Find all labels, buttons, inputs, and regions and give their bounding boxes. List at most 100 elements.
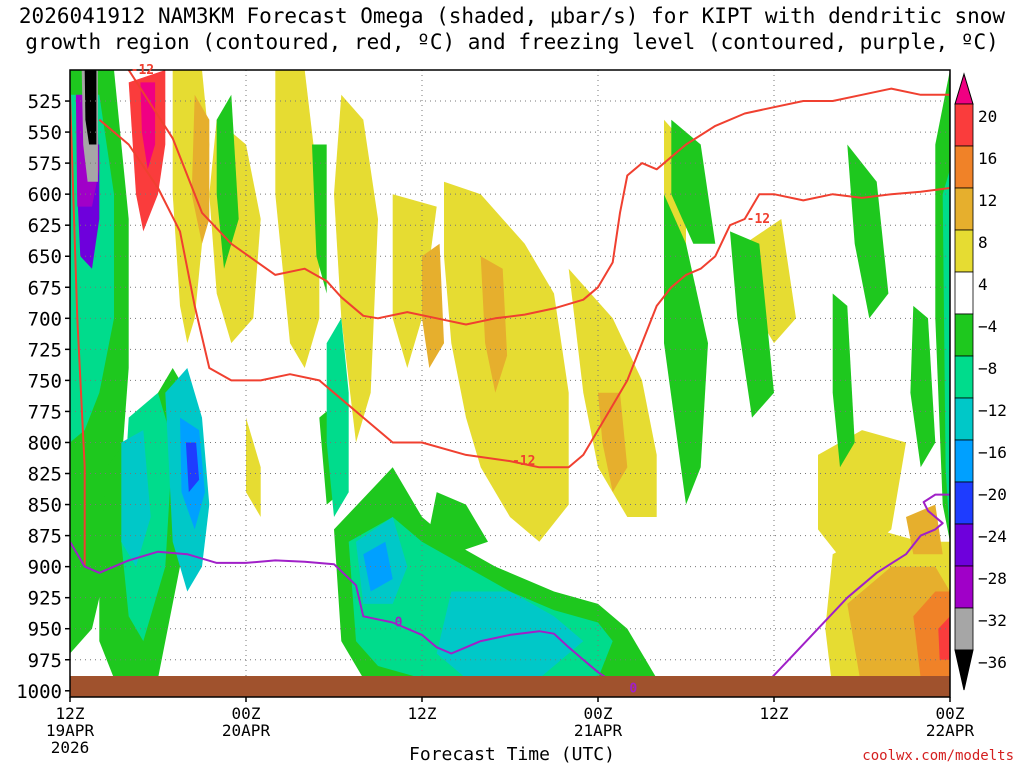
dgz-temp-contour-1: [98, 118, 950, 469]
colorbar-segment-5: [954, 271, 974, 315]
y-tick-label-525: 525: [28, 91, 62, 113]
omega-region-0to4-2: [275, 70, 320, 368]
omega-region--4to-8-8: [671, 119, 716, 244]
colorbar-label-6: −8: [978, 359, 997, 378]
freezing-level-contour-1: [758, 493, 950, 692]
x-tick-label-0-2: 2026: [51, 738, 90, 757]
colorbar-segment-10: [954, 481, 974, 525]
dgz-temp-contour-0: [127, 70, 950, 326]
omega-region-12to16-1: [938, 616, 950, 660]
chart-subtitle: growth region (contoured, red, ºC) and f…: [25, 30, 999, 54]
omega-region-lt-36-0: [84, 70, 97, 145]
colorbar-segment-6: [954, 313, 974, 357]
x-tick-label-0-0: 12Z: [56, 704, 85, 723]
x-tick-label-36-0: 00Z: [584, 704, 613, 723]
chart-title: 2026041912 NAM3KM Forecast Omega (shaded…: [18, 4, 1006, 28]
colorbar-segment-1: [954, 103, 974, 147]
omega-region--8to-12-2: [326, 318, 349, 517]
colorbar-segment-13: [954, 607, 974, 651]
omega-region-0to4-11: [246, 417, 261, 517]
y-tick-label-625: 625: [28, 215, 62, 237]
colorbar: 20 16 12 8 4 −4 −8 −12 −16 −20 −24 −28 −32 −36: [954, 72, 1007, 691]
colorbar-label-3: 8: [978, 233, 988, 252]
colorbar-label-5: −4: [978, 317, 997, 336]
y-tick-label-950: 950: [28, 619, 62, 641]
omega-region--4to-8-6: [429, 492, 488, 555]
colorbar-segment-7: [954, 355, 974, 399]
colorbar-arrow-top: [954, 72, 974, 105]
y-axis: 525 550 575 600 625 650 675 700 725 750 775 800 825 8…: [16, 91, 70, 703]
credit-text: coolwx.com/modelts: [862, 748, 1014, 764]
colorbar-label-11: −28: [978, 569, 1007, 588]
contour-label-red-b: -12: [512, 454, 535, 469]
colorbar-label-2: 12: [978, 191, 997, 210]
y-tick-label-1000: 1000: [16, 681, 62, 703]
contour-label-red-c: -12: [747, 212, 770, 227]
colorbar-segment-12: [954, 565, 974, 609]
y-tick-label-850: 850: [28, 495, 62, 517]
x-tick-label-12-1: 20APR: [222, 721, 271, 740]
contour-labels: -12 -12 -12 0 0: [131, 63, 770, 696]
omega-region--8to-12-4: [942, 169, 950, 542]
y-tick-label-975: 975: [28, 650, 62, 672]
colorbar-label-7: −12: [978, 401, 1007, 420]
omega-region--4to-8-2: [216, 94, 239, 269]
y-tick-label-700: 700: [28, 308, 62, 330]
y-tick-label-650: 650: [28, 246, 62, 268]
omega-region--4to-8-7: [664, 194, 708, 505]
contour-label-purple-a: 0: [395, 616, 403, 631]
y-tick-label-725: 725: [28, 339, 62, 361]
omega-region--4to-8-9: [730, 231, 774, 418]
contour-label-purple-b: 0: [629, 681, 637, 696]
omega-region--20to-24-0: [185, 442, 200, 493]
colorbar-label-8: −16: [978, 443, 1007, 462]
plot-area: [70, 70, 950, 697]
omega-region--12to-16-1: [121, 430, 151, 567]
contours: [70, 70, 950, 692]
omega-region--4to-8-3: [312, 144, 327, 294]
colorbar-label-12: −32: [978, 611, 1007, 630]
omega-shading: [70, 70, 950, 691]
omega-region--4to-8-10: [832, 293, 855, 468]
colorbar-label-13: −36: [978, 653, 1007, 672]
y-tick-label-550: 550: [28, 122, 62, 144]
x-tick-label-60-0: 00Z: [936, 704, 965, 723]
terrain-ground: [70, 676, 950, 697]
y-tick-label-900: 900: [28, 557, 62, 579]
x-tick-label-60-1: 22APR: [926, 721, 975, 740]
colorbar-segment-11: [954, 523, 974, 567]
y-tick-label-875: 875: [28, 526, 62, 548]
y-tick-label-675: 675: [28, 277, 62, 299]
y-tick-label-575: 575: [28, 153, 62, 175]
y-tick-label-600: 600: [28, 184, 62, 206]
omega-region-0to4-4: [392, 194, 437, 368]
colorbar-segment-4: [954, 229, 974, 273]
y-tick-label-775: 775: [28, 401, 62, 423]
omega-region--16to-20-1: [363, 541, 393, 592]
omega-region-4to8-0: [191, 94, 210, 244]
colorbar-label-0: 20: [978, 107, 997, 126]
colorbar-label-9: −20: [978, 485, 1007, 504]
omega-region-0to4-5: [444, 181, 569, 542]
omega-region-4to8-1: [480, 256, 508, 393]
omega-region--4to-8-12: [910, 305, 936, 468]
x-tick-label-48-0: 12Z: [760, 704, 789, 723]
y-tick-label-825: 825: [28, 464, 62, 486]
colorbar-arrow-bottom: [954, 649, 974, 691]
x-tick-label-36-1: 21APR: [574, 721, 623, 740]
colorbar-segment-8: [954, 397, 974, 441]
omega-region-0to4-3: [334, 94, 378, 443]
y-tick-label-750: 750: [28, 370, 62, 392]
colorbar-label-4: 4: [978, 275, 988, 294]
colorbar-label-10: −24: [978, 527, 1007, 546]
x-tick-label-12-0: 00Z: [232, 704, 261, 723]
colorbar-segment-2: [954, 145, 974, 189]
colorbar-label-1: 16: [978, 149, 997, 168]
contour-label-red-a: -12: [131, 63, 154, 78]
x-axis-label: Forecast Time (UTC): [409, 744, 615, 765]
freezing-level-contour-0: [70, 541, 628, 690]
plot-frame: [69, 69, 951, 698]
dgz-temp-contour-2: [70, 94, 86, 567]
